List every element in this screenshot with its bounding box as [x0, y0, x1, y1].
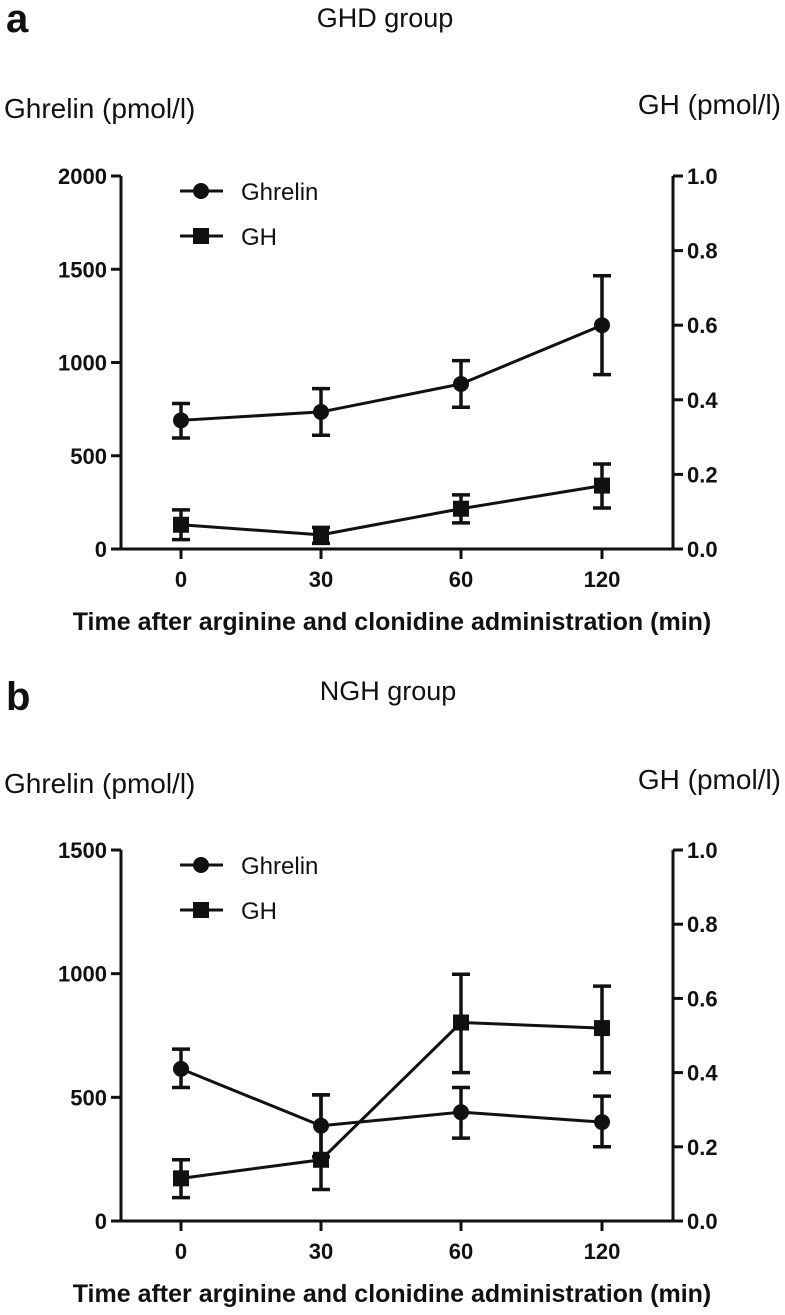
- legend-ghrelin-marker: [193, 183, 209, 199]
- y-right-tick-label: 0.2: [687, 1135, 718, 1160]
- y-axis-right-title: GH (pmol/l): [638, 764, 781, 795]
- x-axis-title: Time after arginine and clonidine admini…: [73, 608, 712, 636]
- ghrelin-point: [594, 317, 610, 334]
- x-tick-label: 120: [584, 1239, 621, 1264]
- y-right-tick-label: 1.0: [687, 164, 718, 189]
- legend-ghrelin-marker: [193, 857, 209, 873]
- y-left-tick-label: 500: [70, 444, 107, 469]
- gh-point: [313, 526, 329, 543]
- y-left-tick-label: 0: [95, 537, 107, 562]
- y-right-tick-label: 0.0: [687, 1209, 718, 1234]
- panel-b: b NGH group Ghrelin (pmol/l) GH (pmol/l)…: [4, 675, 781, 1308]
- panel-a: a GHD group Ghrelin (pmol/l) GH (pmol/l)…: [4, 0, 781, 636]
- chart-title: NGH group: [320, 676, 457, 706]
- y-axis-right-title: GH (pmol/l): [638, 89, 781, 120]
- ghrelin-point: [173, 412, 189, 429]
- y-left-tick-label: 2000: [58, 164, 107, 189]
- y-axis-left-title: Ghrelin (pmol/l): [4, 93, 195, 124]
- y-right-tick-label: 0.6: [687, 986, 718, 1011]
- panel-letter: a: [6, 0, 29, 41]
- ghrelin-point: [173, 1060, 189, 1077]
- gh-point: [453, 500, 469, 517]
- plot-area: 0 500 1000 1500 2000 0.0 0.2 0.4 0.6 0.8 1.0 0 30 60 1…: [58, 164, 718, 592]
- y-left-tick-label: 0: [95, 1209, 107, 1234]
- y-right-tick-label: 0.8: [687, 239, 718, 264]
- y-right-tick-label: 0.6: [687, 313, 718, 338]
- plot-area: 0 500 1000 1500 0.0 0.2 0.4 0.6 0.8 1.0 0 30 60 120 Gh…: [58, 838, 718, 1264]
- gh-point: [173, 1170, 189, 1187]
- legend-gh-label: GH: [241, 224, 277, 251]
- y-left-tick-label: 500: [70, 1085, 107, 1110]
- y-right-tick-label: 0.4: [687, 1061, 718, 1086]
- gh-line: [180, 1020, 603, 1180]
- x-tick-label: 120: [584, 567, 621, 592]
- x-tick-label: 60: [449, 567, 473, 592]
- ghrelin-point: [313, 403, 329, 420]
- gh-point: [594, 477, 610, 494]
- y-left-tick-label: 1000: [58, 962, 107, 987]
- x-axis-title: Time after arginine and clonidine admini…: [73, 1280, 712, 1308]
- y-right-tick-label: 0.8: [687, 912, 718, 937]
- chart-title: GHD group: [317, 3, 454, 33]
- x-tick-label: 0: [175, 567, 187, 592]
- ghrelin-line: [180, 1067, 603, 1128]
- gh-point: [313, 1151, 329, 1168]
- ghrelin-point: [453, 375, 469, 392]
- ghrelin-point: [594, 1114, 610, 1131]
- y-right-tick-label: 1.0: [687, 838, 718, 863]
- x-tick-label: 60: [449, 1239, 473, 1264]
- y-right-tick-label: 0.0: [687, 537, 718, 562]
- y-right-tick-label: 0.4: [687, 388, 718, 413]
- x-tick-label: 0: [175, 1239, 187, 1264]
- legend-gh-label: GH: [241, 898, 277, 925]
- y-right-tick-label: 0.2: [687, 462, 718, 487]
- x-tick-label: 30: [309, 567, 333, 592]
- ghrelin-line: [180, 323, 603, 422]
- legend-gh-marker: [193, 228, 209, 244]
- y-axis-left-title: Ghrelin (pmol/l): [4, 768, 195, 799]
- x-tick-label: 30: [309, 1239, 333, 1264]
- legend-ghrelin-label: Ghrelin: [241, 179, 318, 206]
- legend-ghrelin-label: Ghrelin: [241, 853, 318, 880]
- panel-letter: b: [6, 675, 30, 719]
- gh-line: [180, 484, 603, 537]
- ghrelin-point: [453, 1104, 469, 1121]
- y-left-tick-label: 1500: [58, 838, 107, 863]
- gh-point: [453, 1014, 469, 1031]
- gh-point: [594, 1020, 610, 1037]
- legend-gh-marker: [193, 902, 209, 918]
- y-left-tick-label: 1000: [58, 351, 107, 376]
- gh-point: [173, 516, 189, 533]
- y-left-tick-label: 1500: [58, 257, 107, 282]
